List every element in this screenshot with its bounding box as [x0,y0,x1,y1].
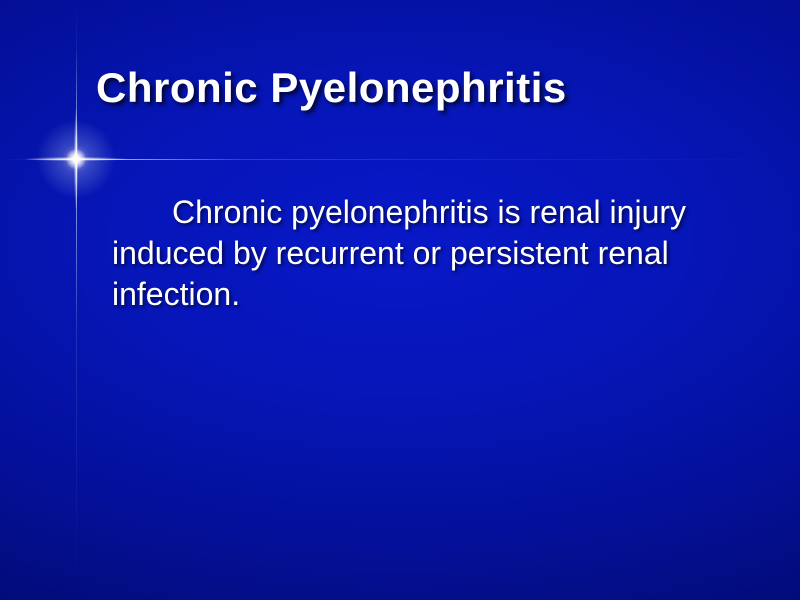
slide-title: Chronic Pyelonephritis [96,64,567,112]
decorative-horizontal-line [0,159,800,160]
decorative-vertical-line [76,0,77,600]
slide-body-text: Chronic pyelonephritis is renal injury i… [112,192,692,315]
slide: Chronic Pyelonephritis Chronic pyeloneph… [0,0,800,600]
